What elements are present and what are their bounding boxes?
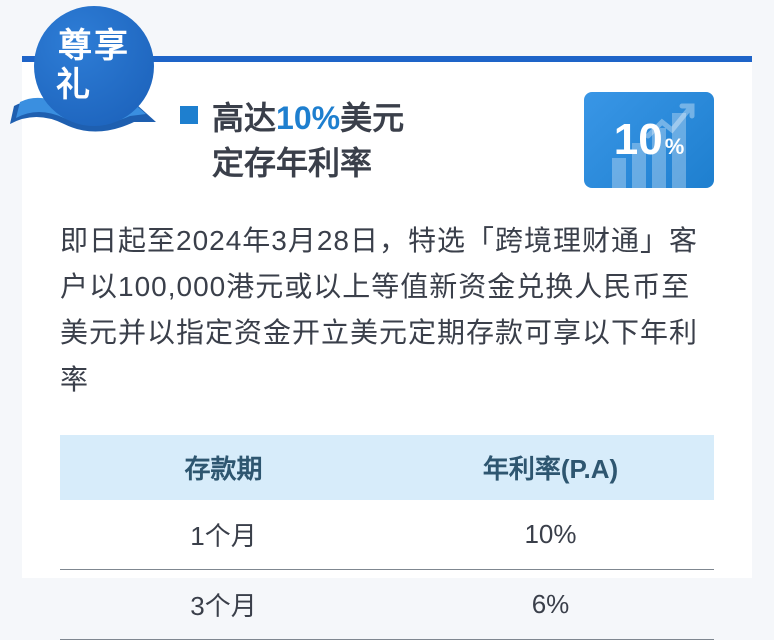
badge-value: 10%	[614, 115, 685, 165]
description-text: 即日起至2024年3月28日，特选「跨境理财通」客户以100,000港元或以上等…	[60, 218, 714, 403]
col-header-term: 存款期	[60, 435, 387, 500]
badge-number: 10	[614, 115, 663, 165]
table-row: 1个月 10%	[60, 500, 714, 570]
title-mid: 美元	[340, 100, 404, 136]
cell-term: 3个月	[60, 569, 387, 639]
title-line2: 定存年利率	[212, 145, 372, 181]
ribbon-badge: 尊享 礼	[34, 6, 154, 126]
rate-badge: 10%	[584, 92, 714, 188]
ribbon-text-line2: 礼	[56, 66, 92, 105]
rate-table: 存款期 年利率(P.A) 1个月 10% 3个月 6%	[60, 435, 714, 640]
title-rate: 10%	[276, 100, 340, 136]
title-prefix: 高达	[212, 100, 276, 136]
col-header-rate: 年利率(P.A)	[387, 435, 714, 500]
cell-rate: 10%	[387, 500, 714, 570]
title-block: 高达10%美元 定存年利率	[180, 92, 560, 186]
cell-rate: 6%	[387, 569, 714, 639]
badge-percent: %	[665, 134, 685, 160]
bullet-icon	[180, 106, 198, 124]
cell-term: 1个月	[60, 500, 387, 570]
title-text: 高达10%美元 定存年利率	[212, 96, 404, 186]
ribbon-text-line1: 尊享	[58, 27, 130, 66]
table-row: 3个月 6%	[60, 569, 714, 639]
table-header-row: 存款期 年利率(P.A)	[60, 435, 714, 500]
